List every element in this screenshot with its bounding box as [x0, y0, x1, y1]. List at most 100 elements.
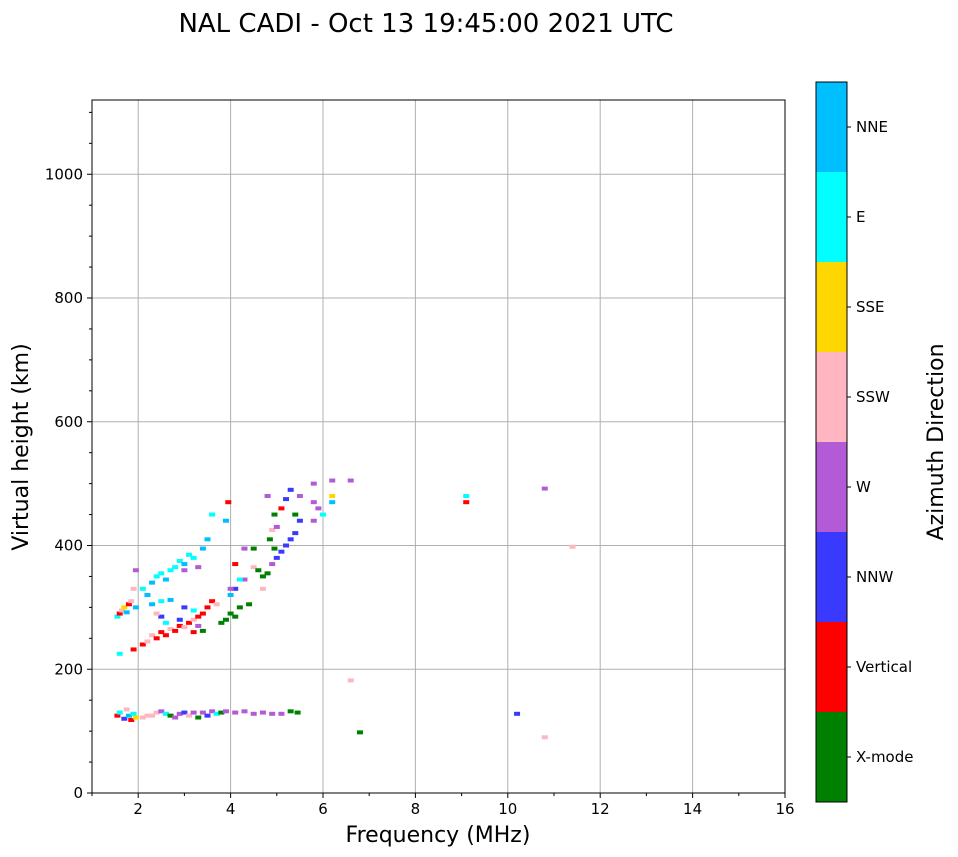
- data-point-x-mode: [195, 715, 202, 720]
- data-point-x-mode: [266, 537, 273, 542]
- plot-frame: [91, 99, 786, 794]
- data-point-e: [158, 571, 165, 576]
- data-point-w: [176, 711, 183, 716]
- x-tick-label: 10: [498, 800, 517, 818]
- x-tick-label: 6: [318, 800, 328, 818]
- data-point-ssw: [250, 565, 257, 570]
- data-point-nne: [123, 610, 130, 615]
- data-point-nnw: [287, 537, 294, 542]
- data-point-e: [116, 710, 123, 715]
- data-point-vertical: [278, 506, 285, 511]
- data-point-ssw: [130, 586, 137, 591]
- data-point-x-mode: [227, 611, 234, 616]
- colorbar-tick-label: W: [856, 478, 871, 496]
- data-point-vertical: [130, 647, 137, 652]
- data-point-ssw: [167, 627, 174, 632]
- data-point-vertical: [176, 623, 183, 628]
- data-point-vertical: [139, 642, 146, 647]
- data-point-ssw: [153, 710, 160, 715]
- data-point-nne: [167, 597, 174, 602]
- axis-ticks: 2 4 6 8 10 12 14 16 0 200 400 600 800 1000: [45, 111, 795, 818]
- data-point-sse: [132, 715, 139, 720]
- data-point-e: [130, 711, 137, 716]
- data-point-e: [116, 651, 123, 656]
- data-point-nne: [125, 713, 132, 718]
- data-point-w: [273, 524, 280, 529]
- data-point-x-mode: [292, 512, 299, 517]
- data-point-w: [222, 709, 229, 714]
- data-point-nnw: [514, 711, 521, 716]
- data-point-ssw: [213, 602, 220, 607]
- colorbar-segment: [816, 442, 847, 532]
- data-point-vertical: [153, 636, 160, 641]
- data-point-x-mode: [294, 710, 301, 715]
- y-tick-label: 1000: [45, 165, 83, 183]
- colorbar-tick-label: E: [856, 208, 865, 226]
- data-point-e: [463, 494, 470, 498]
- data-point-nne: [222, 518, 229, 523]
- colorbar-segment: [816, 622, 847, 712]
- colorbar-tick-label: SSE: [856, 298, 885, 316]
- data-point-x-mode: [250, 546, 257, 551]
- data-point-nne: [199, 546, 206, 551]
- data-point-vertical: [125, 602, 132, 607]
- data-point-w: [259, 710, 266, 715]
- data-point-ssw: [153, 611, 160, 616]
- colorbar-tick-label: SSW: [856, 388, 890, 406]
- data-point-w: [190, 710, 197, 715]
- data-point-w: [199, 710, 206, 715]
- colorbar-tick-label: X-mode: [856, 748, 913, 766]
- data-point-x-mode: [232, 614, 239, 619]
- data-point-vertical: [158, 630, 165, 635]
- data-point-ssw: [541, 735, 548, 740]
- data-point-x-mode: [356, 730, 363, 735]
- data-point-w: [541, 486, 548, 491]
- colorbar-tick-label: Vertical: [856, 658, 912, 676]
- data-point-nne: [162, 577, 169, 582]
- data-point-x-mode: [167, 713, 174, 718]
- data-point-nnw: [283, 543, 290, 548]
- data-point-w: [269, 711, 276, 716]
- data-point-x-mode: [271, 512, 278, 517]
- data-point-x-mode: [222, 617, 229, 622]
- data-point-w: [315, 506, 322, 511]
- data-point-ssw: [190, 617, 197, 622]
- data-point-e: [186, 552, 193, 557]
- data-point-sse: [121, 605, 128, 610]
- data-point-e: [162, 620, 169, 625]
- data-point-ssw: [149, 713, 156, 718]
- data-point-x-mode: [199, 628, 206, 633]
- data-point-w: [310, 481, 317, 486]
- data-point-ssw: [181, 625, 188, 630]
- data-point-w: [241, 577, 248, 582]
- data-point-vertical: [225, 500, 232, 505]
- x-tick-label: 16: [775, 800, 794, 818]
- x-tick-label: 4: [226, 800, 236, 818]
- data-point-vertical: [186, 620, 193, 625]
- data-point-ssw: [128, 599, 135, 604]
- data-point-w: [347, 478, 354, 483]
- colorbar-tick-label: NNE: [856, 118, 888, 136]
- data-point-ssw: [259, 586, 266, 591]
- data-point-w: [264, 494, 271, 498]
- data-point-x-mode: [246, 602, 253, 607]
- data-point-vertical: [195, 614, 202, 619]
- data-point-ssw: [123, 707, 130, 712]
- data-point-nne: [149, 580, 156, 585]
- data-point-e: [153, 574, 160, 579]
- colorbar-segment: [816, 262, 847, 352]
- data-point-vertical: [114, 713, 121, 718]
- data-point-x-mode: [264, 571, 271, 576]
- data-point-e: [176, 558, 183, 563]
- y-tick-label: 800: [54, 289, 83, 307]
- data-point-vertical: [209, 599, 216, 604]
- x-tick-label: 8: [411, 800, 421, 818]
- data-point-w: [158, 709, 165, 714]
- colorbar-label: Azimuth Direction: [924, 343, 949, 540]
- data-point-ssw: [186, 713, 193, 718]
- data-point-vertical: [199, 611, 206, 616]
- data-point-w: [310, 518, 317, 523]
- data-point-ssw: [347, 678, 354, 683]
- data-point-nnw: [176, 617, 183, 622]
